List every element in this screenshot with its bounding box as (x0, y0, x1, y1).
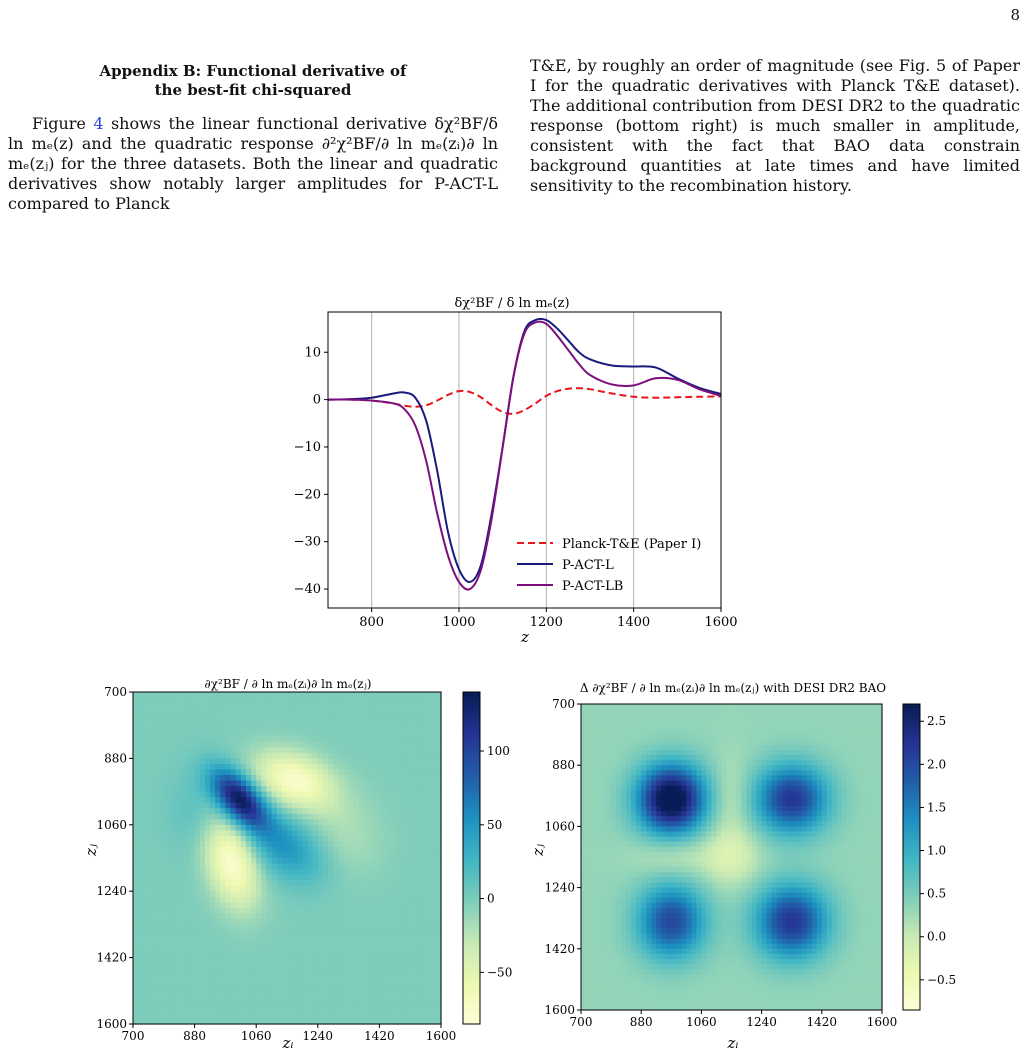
heatmap-left-ytick-label-1: 880 (104, 751, 127, 765)
heatmap-left-colorbar-label-3: −50 (487, 965, 512, 979)
right-column: T&E, by roughly an order of magnitude (s… (530, 56, 1020, 196)
heatmap-right-area: 700 700 880 880 1060 1060 1240 1240 1420 1420 1600… (544, 697, 956, 1029)
heatmap-right-xtick-label-0: 700 (570, 1015, 593, 1029)
heatmap-right-colorbar-label-5: 0.0 (927, 930, 946, 944)
heatmap-left-ytick-label-5: 1600 (96, 1017, 127, 1031)
appendix-heading-line-1: Appendix B: Functional derivative of (99, 62, 407, 80)
heatmap-right-colorbar-label-2: 1.5 (927, 800, 946, 814)
xtick-label-1000: 1000 (442, 615, 475, 630)
heatmap-right-colorbar-label-0: 2.5 (927, 714, 946, 728)
page-number: 8 (1010, 6, 1020, 24)
heatmap-left-xtick-label-5: 1600 (426, 1029, 457, 1043)
xtick-label-1200: 1200 (530, 615, 563, 630)
heatmap-right-frame (580, 703, 883, 1011)
line-plot-frame (327, 311, 722, 609)
heatmap-left-colorbar-label-1: 50 (487, 818, 502, 832)
heatmap-right-ytick-label-3: 1240 (544, 881, 575, 895)
heatmap-left-area: 700 700 880 880 1060 1060 1240 1240 1420 1420 1600… (96, 685, 512, 1043)
heatmap-left-xtick-label-0: 700 (122, 1029, 145, 1043)
legend-label-1: P-ACT-L (562, 558, 614, 573)
heatmap-left-colorbar-frame (462, 691, 481, 1025)
heatmap-right-ytick-label-1: 880 (552, 758, 575, 772)
heatmap-left-ytick-label-4: 1420 (96, 951, 127, 965)
heatmap-right-ytick-label-4: 1420 (544, 942, 575, 956)
paragraph-figure-description: Figure 4 shows the linear functional der… (8, 114, 498, 214)
heatmap-left-frame (132, 691, 442, 1025)
heatmap-left-chart: ∂χ²BF / ∂ ln mₑ(zᵢ)∂ ln mₑ(zⱼ) 700 700 880… (82, 677, 512, 1052)
heatmap-right-colorbar-label-6: −0.5 (927, 973, 956, 987)
heatmap-left-title: ∂χ²BF / ∂ ln mₑ(zᵢ)∂ ln mₑ(zⱼ) (205, 677, 372, 691)
heatmap-right-ytick-label-5: 1600 (544, 1003, 575, 1017)
xtick-label-1400: 1400 (617, 615, 650, 630)
heatmap-left-ylabel: zⱼ (82, 844, 100, 857)
figure-reference-link[interactable]: 4 (93, 114, 104, 133)
line-plot-background (328, 312, 721, 608)
ytick-label-4: −30 (294, 535, 321, 550)
series-line-2 (327, 320, 722, 591)
paragraph-text-start: Figure (32, 114, 94, 133)
xtick-label-1600: 1600 (704, 615, 737, 630)
paragraph-text-rest: shows the linear functional derivative δ… (8, 114, 498, 213)
heatmap-left-colorbar (463, 692, 480, 1025)
heatmap-right-chart: Δ ∂χ²BF / ∂ ln mₑ(zᵢ)∂ ln mₑ(zⱼ) with DE… (529, 681, 956, 1052)
heatmap-right-ytick-label-0: 700 (552, 697, 575, 711)
heatmap-left-xlabel: zᵢ (282, 1034, 294, 1052)
heatmap-right-xtick-label-3: 1240 (746, 1015, 777, 1029)
ytick-label-2: −10 (294, 440, 321, 455)
heatmap-right-xtick-label-4: 1420 (807, 1015, 838, 1029)
line-chart: δχ²BF / δ ln mₑ(z) 800 1000 1200 1400 1600 10… (294, 296, 738, 646)
heatmap-left-xtick-label-3: 1240 (303, 1029, 334, 1043)
heatmap-right-colorbar-label-1: 2.0 (927, 757, 946, 771)
paragraph-continuation: T&E, by roughly an order of magnitude (s… (530, 56, 1020, 195)
heatmap-right-colorbar-label-4: 0.5 (927, 887, 946, 901)
heatmap-right-colorbar-frame (902, 703, 921, 1011)
heatmap-left-colorbar-label-0: 100 (487, 744, 510, 758)
xtick-label-800: 800 (359, 615, 384, 630)
ytick-label-3: −20 (294, 487, 321, 502)
heatmap-right-colorbar (903, 704, 920, 1011)
left-column: Appendix B: Functional derivative of the… (8, 56, 498, 214)
heatmap-right-ylabel: zⱼ (529, 844, 547, 857)
line-chart-xlabel: z (520, 628, 529, 646)
heatmap-right-ytick-label-2: 1060 (544, 819, 575, 833)
legend-label-2: P-ACT-LB (562, 579, 623, 594)
heatmap-left-ytick-label-0: 700 (104, 685, 127, 699)
line-chart-title: δχ²BF / δ ln mₑ(z) (454, 296, 569, 311)
ytick-label-5: −40 (294, 582, 321, 597)
heatmap-left-xtick-label-2: 1060 (241, 1029, 272, 1043)
heatmap-left-cells (133, 692, 442, 1025)
heatmap-left-ytick-label-2: 1060 (96, 818, 127, 832)
heatmap-right-colorbar-label-3: 1.0 (927, 844, 946, 858)
heatmap-right-xtick-label-1: 880 (630, 1015, 653, 1029)
legend-label-0: Planck-T&E (Paper I) (562, 537, 701, 552)
heatmap-left-xtick-label-1: 880 (183, 1029, 206, 1043)
heatmap-left-ytick-label-3: 1240 (96, 884, 127, 898)
line-plot-area: 800 1000 1200 1400 1600 10 0 −10 −20 −30 −40 Planck… (294, 311, 738, 630)
ytick-label-0: 10 (304, 345, 321, 360)
heatmap-right-title: Δ ∂χ²BF / ∂ ln mₑ(zᵢ)∂ ln mₑ(zⱼ) with DE… (580, 681, 886, 695)
ytick-label-1: 0 (313, 393, 321, 408)
heatmap-right-xtick-label-2: 1060 (686, 1015, 717, 1029)
appendix-heading: Appendix B: Functional derivative of the… (8, 62, 498, 100)
heatmap-right-xtick-label-5: 1600 (867, 1015, 898, 1029)
heatmap-left-colorbar-label-2: 0 (487, 892, 495, 906)
appendix-heading-line-2: the best-fit chi-squared (154, 81, 352, 99)
heatmap-right-xlabel: zᵢ (727, 1034, 739, 1052)
heatmap-right-cells (581, 704, 883, 1011)
heatmap-left-xtick-label-4: 1420 (364, 1029, 395, 1043)
